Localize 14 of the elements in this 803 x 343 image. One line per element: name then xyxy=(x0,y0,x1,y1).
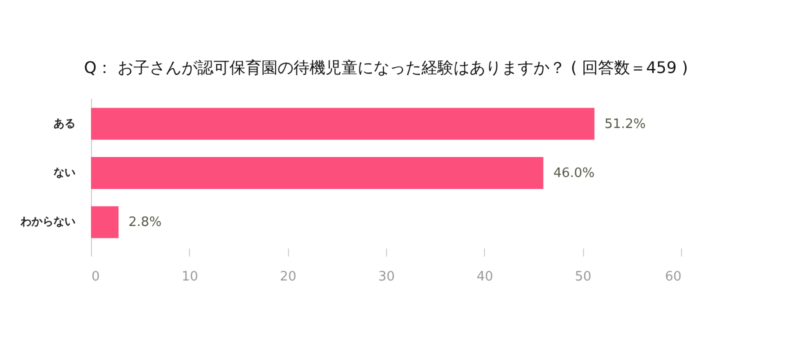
chart-title: Q： お子さんが認可保育園の待機児童になった経験はありますか？ ( 回答数＝459 ) xyxy=(84,58,688,77)
y-tick-label: ある xyxy=(54,116,76,130)
x-tick-label: 20 xyxy=(280,270,296,284)
x-tick-label: 60 xyxy=(664,270,682,284)
data-label: 2.8% xyxy=(128,215,162,230)
y-tick-label: ない xyxy=(54,166,76,179)
y-tick-label: わからない xyxy=(20,215,76,228)
x-tick-label: 0 xyxy=(92,270,100,284)
x-tick-label: 50 xyxy=(574,270,592,284)
data-label: 46.0% xyxy=(553,166,595,181)
x-tick-label: 30 xyxy=(378,270,395,284)
x-tick-label: 40 xyxy=(476,270,494,284)
x-tick-label: 10 xyxy=(182,270,198,284)
data-label: 51.2% xyxy=(604,116,646,132)
